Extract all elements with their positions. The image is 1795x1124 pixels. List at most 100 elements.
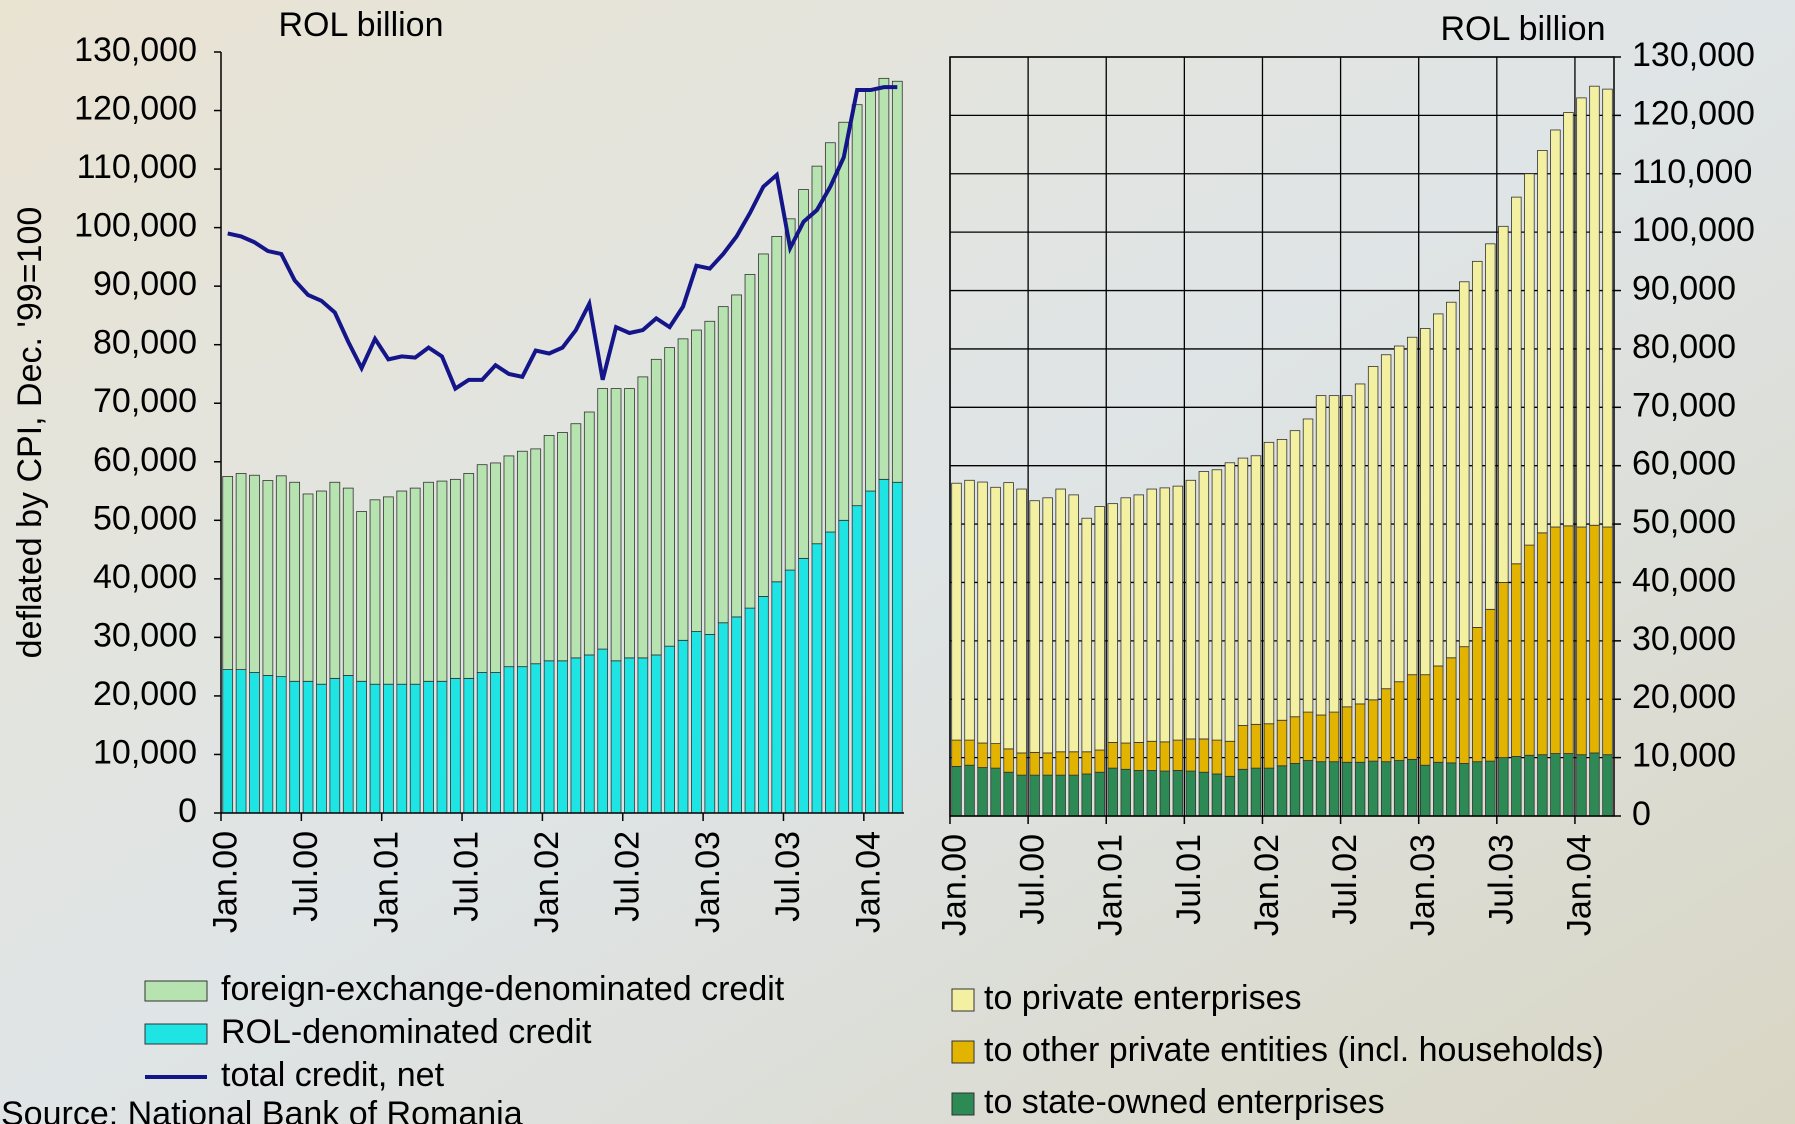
y-tick-label: 110,000 <box>1632 153 1752 191</box>
bar-segment <box>785 219 795 570</box>
bar-segment <box>1030 775 1040 816</box>
bar-segment <box>250 475 260 672</box>
bar-segment <box>1173 486 1183 740</box>
bar-segment <box>464 473 474 678</box>
bar-segment <box>316 684 326 813</box>
bar-segment <box>952 766 962 816</box>
bar-segment <box>1173 770 1183 816</box>
bar-segment <box>330 482 340 678</box>
y-tick-label: 30,000 <box>1632 620 1736 658</box>
bar-segment <box>1290 763 1300 816</box>
bar-segment <box>1512 756 1522 816</box>
legend-swatch <box>145 981 207 1001</box>
bar-segment <box>223 476 233 669</box>
bar-segment <box>1277 766 1287 816</box>
x-tick-label: Jul.02 <box>608 831 646 922</box>
bar-segment <box>343 675 353 813</box>
y-tick-label: 60,000 <box>1632 445 1736 483</box>
bar-segment <box>1433 314 1443 666</box>
bar-segment <box>812 166 822 544</box>
bar-segment <box>1056 752 1066 775</box>
bar-segment <box>1108 504 1118 743</box>
y-tick-label: 110,000 <box>77 148 197 186</box>
x-tick-label: Jul.02 <box>1326 834 1364 925</box>
bar-segment <box>410 684 420 813</box>
bar-segment <box>1446 658 1456 763</box>
bar-segment <box>625 658 635 813</box>
bar-segment <box>584 412 594 655</box>
bar-segment <box>799 558 809 813</box>
bar-segment <box>1056 775 1066 816</box>
bar-segment <box>978 482 988 743</box>
y-tick-label: 80,000 <box>93 324 197 362</box>
bar-segment <box>812 544 822 813</box>
bar-segment <box>1355 704 1365 762</box>
bar-segment <box>1485 761 1495 816</box>
x-tick-label: Jul.01 <box>1170 834 1208 925</box>
bar-segment <box>571 424 581 658</box>
bar-segment <box>1212 774 1222 816</box>
bar-segment <box>303 681 313 813</box>
bar-segment <box>839 122 849 520</box>
bar-segment <box>250 673 260 813</box>
y-tick-label: 90,000 <box>1632 270 1736 308</box>
bar-segment <box>1329 762 1339 816</box>
bar-segment <box>491 463 501 673</box>
x-tick-label: Jan.01 <box>1092 834 1130 936</box>
bar-segment <box>866 491 876 813</box>
bar-segment <box>1381 762 1391 816</box>
x-tick-label: Jan.04 <box>850 831 888 933</box>
bar-segment <box>772 236 782 581</box>
y-tick-label: 70,000 <box>1632 386 1736 424</box>
bar-segment <box>665 646 675 813</box>
x-tick-label: Jul.00 <box>1014 834 1052 925</box>
y-axis-title: deflated by CPI, Dec. '99=100 <box>11 207 49 659</box>
y-tick-label: 0 <box>1632 795 1651 833</box>
bar-segment <box>1238 458 1248 725</box>
bar-segment <box>1134 770 1144 816</box>
y-tick-label: 10,000 <box>1632 737 1736 775</box>
bar-segment <box>571 658 581 813</box>
bar-segment <box>1030 752 1040 775</box>
bar-segment <box>531 449 541 664</box>
bar-segment <box>732 295 742 617</box>
x-tick-label: Jan.03 <box>1404 834 1442 936</box>
bar-segment <box>965 740 975 765</box>
bar-segment <box>1277 439 1287 720</box>
bar-segment <box>1316 396 1326 715</box>
bar-segment <box>1499 226 1509 582</box>
bar-segment <box>1303 761 1313 816</box>
x-tick-label: Jul.01 <box>448 831 486 922</box>
bar-segment <box>965 480 975 740</box>
bar-segment <box>758 596 768 813</box>
bar-segment <box>892 81 902 482</box>
bar-segment <box>978 768 988 816</box>
bar-segment <box>852 105 862 506</box>
bar-segment <box>1186 771 1196 816</box>
bar-segment <box>1004 772 1014 816</box>
bar-segment <box>437 481 447 681</box>
y-tick-label: 30,000 <box>93 616 197 654</box>
bar-segment <box>1446 763 1456 816</box>
bar-segment <box>745 274 755 608</box>
bar-segment <box>718 623 728 813</box>
bar-segment <box>1433 666 1443 762</box>
bar-segment <box>1342 707 1352 762</box>
bar-segment <box>1355 762 1365 816</box>
bar-segment <box>1525 755 1535 816</box>
bar-segment <box>1381 355 1391 689</box>
bar-segment <box>1303 712 1313 760</box>
y-tick-label: 120,000 <box>74 90 197 128</box>
bar-segment <box>1134 495 1144 743</box>
bar-segment <box>651 655 661 813</box>
bar-segment <box>1381 689 1391 762</box>
bar-segment <box>1459 763 1469 816</box>
bar-segment <box>1160 742 1170 771</box>
bar-segment <box>1525 545 1535 755</box>
x-tick-label: Jan.02 <box>528 831 566 933</box>
bar-segment <box>978 743 988 768</box>
bar-segment <box>544 661 554 813</box>
bar-segment <box>236 670 246 813</box>
bar-segment <box>1407 337 1417 674</box>
bar-segment <box>1147 770 1157 816</box>
